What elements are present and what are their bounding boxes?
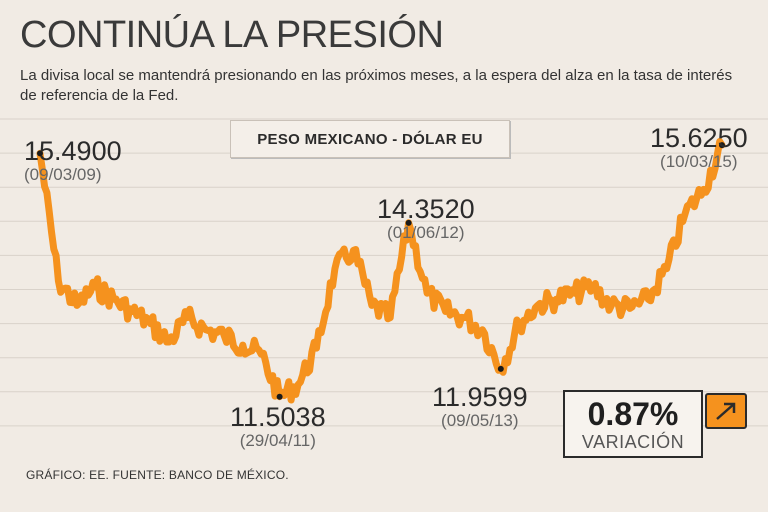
annotation-value: 14.3520 — [377, 194, 475, 224]
annotation-point — [276, 393, 283, 400]
series-label: PESO MEXICANO - DÓLAR EU — [230, 120, 510, 158]
annotation-value: 15.4900 — [24, 136, 122, 166]
annotation-peak-2012: 14.3520 (01/06/12) — [377, 195, 475, 243]
annotation-point — [497, 365, 504, 372]
annotation-low-2013: 11.9599 (09/05/13) — [432, 383, 528, 431]
variation-value: 0.87% — [587, 396, 679, 432]
annotation-value: 15.6250 — [650, 123, 748, 153]
annotation-date: (29/04/11) — [239, 431, 316, 450]
annotation-point — [719, 142, 725, 149]
annotation-start: 15.4900 (09/03/09) — [24, 137, 122, 185]
variation-label: VARIACIÓN — [581, 432, 685, 452]
annotation-date: (09/03/09) — [24, 165, 102, 184]
annotation-point — [37, 150, 43, 157]
annotation-end: 15.6250 (10/03/15) — [650, 124, 748, 172]
annotation-point — [405, 219, 412, 226]
annotation-low-2011: 11.5038 (29/04/11) — [230, 403, 326, 451]
annotation-value: 11.9599 — [432, 382, 528, 412]
variation-box: 0.87% VARIACIÓN — [563, 390, 703, 458]
chart-subtitle: La divisa local se mantendrá presionando… — [20, 67, 733, 104]
plot-area — [36, 138, 726, 404]
annotation-date: (10/03/15) — [660, 152, 738, 171]
chart-title: CONTINÚA LA PRESIÓN — [20, 14, 444, 56]
series-line — [36, 138, 726, 404]
arrow-up-right-icon — [705, 393, 747, 429]
annotation-date: (01/06/12) — [387, 223, 465, 242]
annotation-value: 11.5038 — [230, 402, 326, 432]
source-note: GRÁFICO: EE. FUENTE: BANCO DE MÉXICO. — [26, 468, 289, 482]
annotation-date: (09/05/13) — [441, 411, 519, 430]
grid-lines — [0, 118, 768, 427]
